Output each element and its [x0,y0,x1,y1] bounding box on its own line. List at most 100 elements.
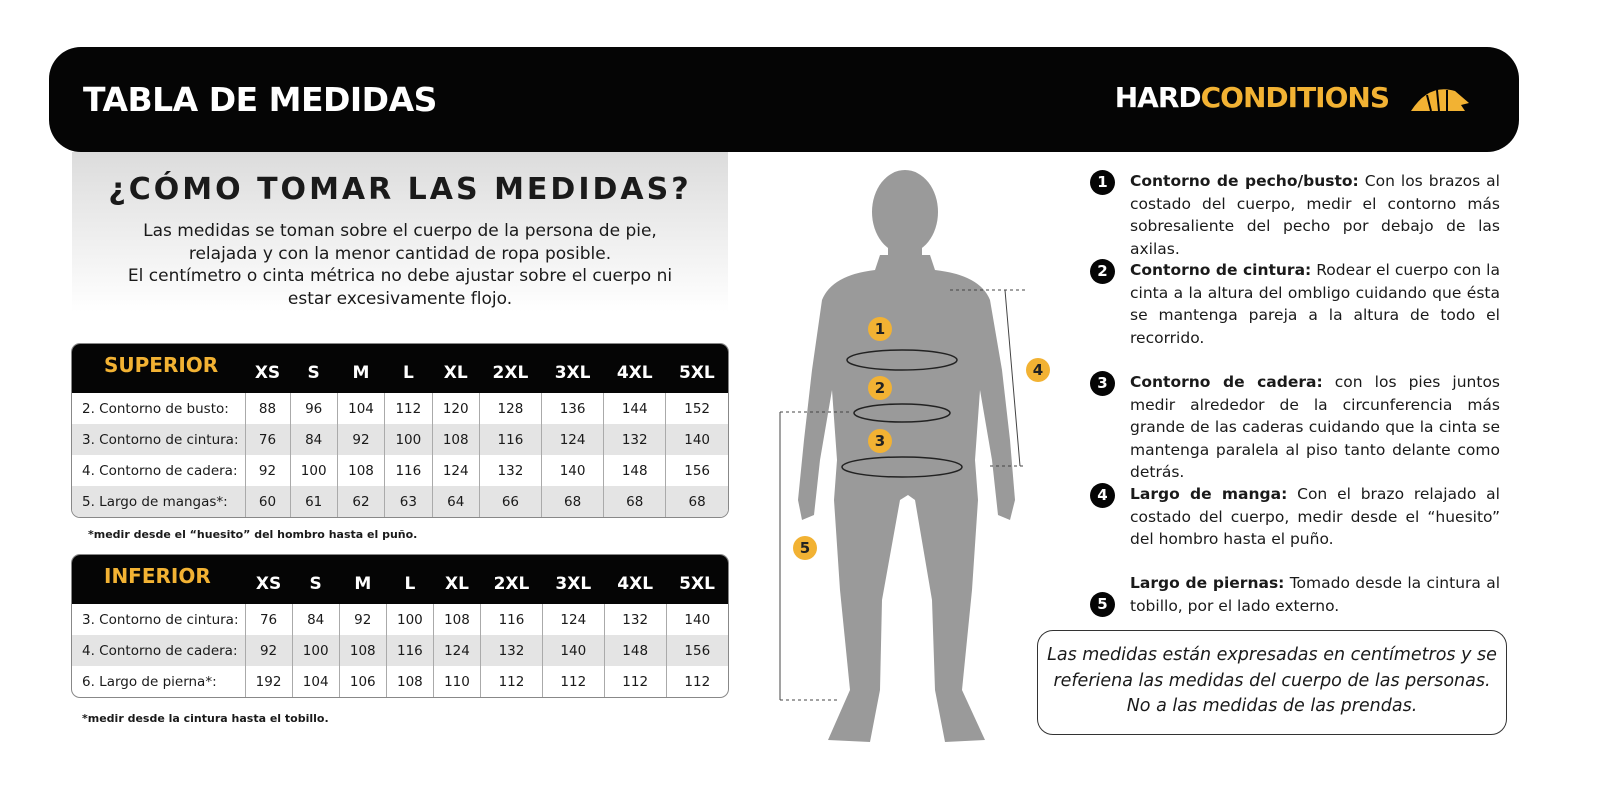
instruction-title: Largo de piernas: [1130,574,1285,592]
cell-value: 68 [603,486,666,517]
table-header: INFERIOR XS S M L XL 2XL 3XL 4XL 5XL [72,555,728,604]
instruction-body: Con los brazos al costado del cuerpo, me… [1130,172,1500,258]
cell-value: 116 [480,604,543,635]
cell-value: 112 [480,666,543,697]
cell-value: 88 [244,393,290,424]
table-header: SUPERIOR XS S M L XL 2XL 3XL 4XL 5XL [72,344,728,393]
marker-number: 5 [800,539,810,557]
cell-value: 112 [541,666,605,697]
size-header: L [384,344,433,393]
row-label: 3. Contorno de cintura: [72,424,245,455]
instruction-body: Con el brazo relajado al costado del cue… [1130,485,1500,548]
size-table: INFERIOR XS S M L XL 2XL 3XL 4XL 5XL 3. Contorno d… [72,555,728,697]
instruction-number: 2 [1090,259,1115,284]
instruction-text: Contorno de cintura: Rodear el cuerpo co… [1130,259,1500,349]
cell-value: 124 [432,635,481,666]
marker-circle [793,536,817,560]
cell-value: 116 [384,455,433,486]
cell-value: 156 [665,455,728,486]
cell-value: 62 [336,486,385,517]
cell-value: 110 [432,666,481,697]
instruction-body: Tomado desde la cintura al tobillo, por … [1130,574,1500,615]
cell-value: 100 [385,604,434,635]
cell-value: 108 [432,604,481,635]
marker-number: 1 [875,320,885,338]
header-title: TABLA DE MEDIDAS [83,80,437,119]
cell-value: 148 [603,635,667,666]
instruction-title: Contorno de cintura: [1130,261,1312,279]
row-label: 2. Contorno de busto: [82,400,229,417]
cell-value: 112 [384,393,433,424]
cell-value: 96 [289,393,338,424]
cell-value: 100 [384,424,433,455]
howto-panel [72,152,728,312]
brand-logo: HARDCONDITIONS [1115,81,1390,114]
cell-value: 124 [541,424,604,455]
table-row: 3. Contorno de cintura: 76 84 92 100 108 116 12… [72,604,728,635]
size-header: M [337,344,385,393]
marker-circle [868,317,892,341]
marker-circle [868,376,892,400]
cell-value: 104 [336,393,385,424]
marker-circle [1026,358,1050,382]
row-label: 4. Contorno de cadera: [72,635,245,666]
instruction-title: Contorno de cadera: [1130,373,1323,391]
size-header: XL [432,344,480,393]
cell-value: 108 [385,666,434,697]
cell-value: 64 [431,486,480,517]
marker-circle [868,429,892,453]
cell-value: 140 [541,635,605,666]
cell-value: 112 [665,666,728,697]
howto-line: Las medidas se toman sobre el cuerpo de … [143,221,657,241]
instruction-text: Contorno de pecho/busto: Con los brazos … [1130,170,1500,260]
instruction-number: 4 [1090,483,1115,508]
cell-value: 132 [603,424,666,455]
cell-value: 140 [665,604,728,635]
instruction: 5 Largo de piernas: Tomado desde la cintu… [1090,572,1500,617]
cell-value: 136 [541,393,604,424]
table-note: *medir desde la cintura hasta el tobillo… [82,712,329,725]
row-label: 4. Contorno de cadera: [82,462,238,479]
howto-title: ¿CÓMO TOMAR LAS MEDIDAS? [108,172,692,207]
size-header: XS [245,555,293,604]
howto-line: relajada y con la menor cantidad de ropa… [188,243,612,264]
size-header: XL [433,555,481,604]
disclaimer-line: referiena las medidas del cuerpo de las … [1053,670,1491,691]
cell-value: 100 [289,455,338,486]
table-row: 6. Largo de pierna*: 192 104 106 108 110 112 11… [72,666,728,697]
size-header: 5XL [666,555,728,604]
cell-value: 84 [289,424,338,455]
instruction-title: Contorno de pecho/busto: [1130,172,1359,190]
disclaimer-line: No a las medidas de las prendas. [1126,696,1418,716]
size-header: 4XL [603,344,666,393]
cell-value: 108 [431,424,480,455]
cell-value: 68 [541,486,604,517]
brand-icon [1411,89,1469,112]
instruction-body: Rodear el cuerpo con la cinta a la altur… [1130,261,1500,347]
table-row: 4. Contorno de cadera: 92 100 108 116 124 132 1… [72,455,728,486]
body-figure: 1 2 3 4 5 [779,170,1050,742]
cell-value: 104 [291,666,340,697]
row-label: 5. Largo de mangas*: [72,486,245,517]
cell-value: 132 [480,635,543,666]
cell-value: 61 [289,486,338,517]
cell-value: 156 [665,635,728,666]
cell-value: 112 [603,666,667,697]
size-header: M [339,555,387,604]
cell-value: 132 [603,604,667,635]
marker-number: 4 [1033,361,1043,379]
cell-value: 192 [244,666,293,697]
size-table: SUPERIOR XS S M L XL 2XL 3XL 4XL 5XL 2. Contorno d… [72,344,728,517]
size-header: S [292,555,340,604]
howto-line: estar excesivamente flojo. [287,288,513,309]
cell-value: 92 [244,455,290,486]
row-label: 6. Largo de pierna*: [82,673,217,690]
table-label: SUPERIOR [72,344,245,393]
instruction-number: 1 [1090,170,1115,195]
cell-value: 106 [338,666,387,697]
instruction: 2 Contorno de cintura: Rodear el cuerpo c… [1090,259,1500,349]
cell-value: 128 [478,393,542,424]
cell-value: 124 [431,455,480,486]
